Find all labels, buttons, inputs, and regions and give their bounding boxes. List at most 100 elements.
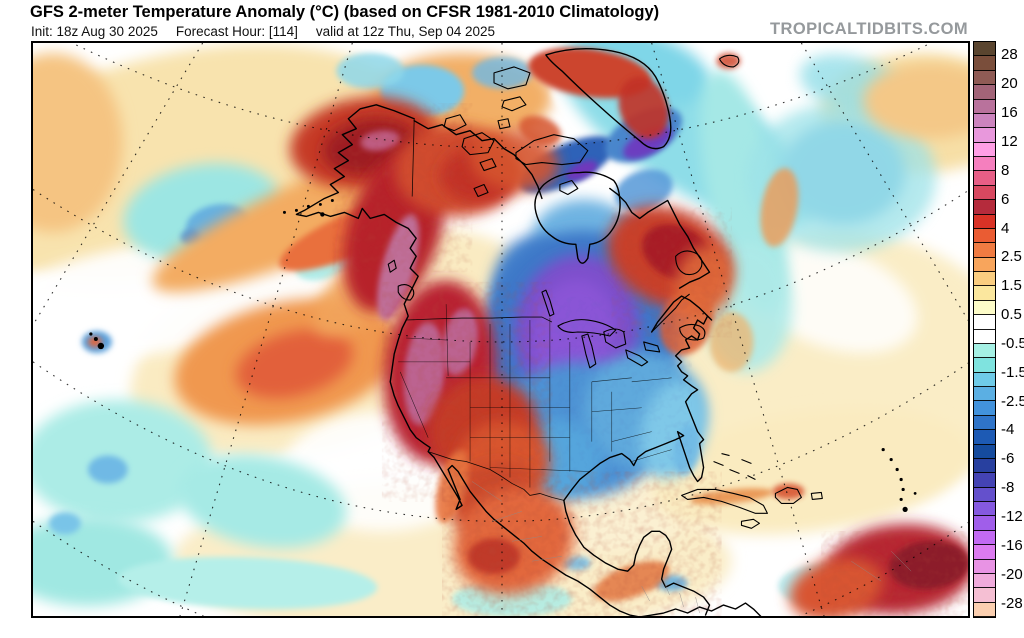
map-canvas bbox=[33, 43, 968, 616]
colorbar-segment bbox=[974, 56, 995, 71]
colorbar-segment bbox=[974, 113, 995, 129]
aleutian-islands bbox=[282, 198, 334, 217]
colorbar-tick-label: -6 bbox=[1001, 450, 1015, 468]
colorbar-tick-label: 8 bbox=[1001, 161, 1010, 179]
colorbar-segment bbox=[974, 42, 995, 57]
anomaly-pac-blue-spot-2 bbox=[48, 512, 81, 535]
coastlines bbox=[295, 104, 762, 616]
colorbar-tick-label: 0.5 bbox=[1001, 306, 1022, 324]
jamaica-coast bbox=[740, 518, 760, 529]
colorbar-segment bbox=[974, 171, 995, 186]
colorbar-segment bbox=[974, 300, 995, 316]
forecast-hour: Forecast Hour: [114] bbox=[175, 24, 298, 39]
anomaly-ne-pacific-orange-core bbox=[236, 329, 353, 399]
colorbar-segment bbox=[974, 545, 995, 560]
country-subdivision-lines bbox=[471, 481, 912, 614]
colorbar-tick-label: -4 bbox=[1001, 421, 1015, 439]
great-lakes bbox=[557, 319, 661, 369]
colorbar-segment bbox=[974, 214, 995, 229]
anomaly-greenland-n-red bbox=[528, 47, 652, 99]
colorbar-tick-label: -28 bbox=[1001, 594, 1023, 612]
colorbar-segment bbox=[974, 401, 995, 416]
anomaly-greenland-e-red bbox=[618, 76, 669, 139]
temperature-colorbar bbox=[973, 41, 996, 618]
colorbar-segment bbox=[974, 343, 995, 359]
anomaly-arctic-topleft-blue2 bbox=[336, 52, 405, 89]
colorbar-segment bbox=[974, 387, 995, 402]
hawaii-islands bbox=[89, 332, 105, 350]
greenland-coast bbox=[545, 48, 672, 150]
colorbar-segment bbox=[974, 329, 995, 344]
puerto-rico-coast bbox=[810, 491, 823, 500]
colorbar-tick-label: 16 bbox=[1001, 104, 1018, 122]
anomaly-hispaniola-orange bbox=[772, 483, 805, 500]
anomaly-mid-atlantic-orange-specks bbox=[760, 168, 799, 247]
colorbar-tick-label: -0.5 bbox=[1001, 334, 1024, 352]
anomaly-arctic-island-red2 bbox=[518, 115, 562, 146]
colorbar-segment bbox=[974, 70, 995, 86]
colorbar-labels: 28 20 16 12 8 6 4 2.5 1.5 0.5 -0.5 -1.5 -2.5 -4 -6 -8 -1… bbox=[1001, 41, 1024, 618]
lesser-antilles bbox=[881, 447, 917, 512]
colorbar-segment bbox=[974, 372, 995, 387]
colorbar-segment bbox=[974, 85, 995, 100]
colorbar-segment bbox=[974, 243, 995, 258]
baffin-island-coast bbox=[515, 134, 589, 166]
colorbar-segment bbox=[974, 530, 995, 546]
colorbar-segment bbox=[974, 430, 995, 445]
colorbar-segment bbox=[974, 157, 995, 172]
colorbar-tick-label: -20 bbox=[1001, 565, 1023, 583]
anomaly-pac-blue-spot-1 bbox=[87, 455, 128, 484]
colorbar-tick-label: 4 bbox=[1001, 219, 1010, 237]
bahamas bbox=[713, 453, 756, 480]
init-time: Init: 18z Aug 30 2025 bbox=[31, 24, 158, 39]
colorbar-segment bbox=[974, 502, 995, 517]
anomaly-baffin-purple bbox=[566, 160, 598, 181]
colorbar-tick-label: 2.5 bbox=[1001, 248, 1022, 266]
colorbar-segment bbox=[974, 444, 995, 459]
colorbar-tick-label: -12 bbox=[1001, 508, 1023, 526]
anomaly-top-right-pale-orange bbox=[863, 62, 968, 139]
colorbar-segment bbox=[974, 516, 995, 531]
colorbar-tick-label: -1.5 bbox=[1001, 363, 1024, 381]
colorbar-segment bbox=[974, 487, 995, 502]
colorbar-segment bbox=[974, 559, 995, 574]
anomaly-map bbox=[31, 41, 970, 618]
colorbar-tick-label: -8 bbox=[1001, 479, 1015, 497]
colorbar-tick-label: -16 bbox=[1001, 536, 1023, 554]
colorbar-segment bbox=[974, 200, 995, 215]
colorbar-segment bbox=[974, 257, 995, 272]
colorbar-segment bbox=[974, 99, 995, 114]
colorbar-tick-label: 1.5 bbox=[1001, 277, 1022, 295]
canadian-lakes bbox=[473, 158, 555, 317]
colorbar-tick-label: 28 bbox=[1001, 46, 1018, 64]
colorbar-segment bbox=[974, 315, 995, 330]
newfoundland-coast bbox=[675, 250, 703, 276]
page-title: GFS 2-meter Temperature Anomaly (°C) (ba… bbox=[30, 3, 660, 21]
colorbar-tick-label: -2.5 bbox=[1001, 392, 1024, 410]
hispaniola-coast bbox=[774, 486, 802, 504]
iceland-coast bbox=[718, 54, 740, 68]
nova-scotia-coast bbox=[679, 323, 706, 341]
anomaly-left-edge-orange bbox=[33, 52, 123, 233]
colorbar-segment bbox=[974, 228, 995, 244]
site-watermark: TROPICALTIDBITS.COM bbox=[770, 20, 968, 38]
colorbar-segment bbox=[974, 415, 995, 431]
graticule bbox=[33, 43, 968, 616]
valid-time: valid at 12z Thu, Sep 04 2025 bbox=[315, 24, 496, 39]
colorbar-segment bbox=[974, 286, 995, 301]
colorbar-segment bbox=[974, 128, 995, 143]
anomaly-pac-bottom-cyan bbox=[117, 556, 378, 610]
colorbar-segment bbox=[974, 588, 995, 603]
colorbar-segment bbox=[974, 602, 995, 617]
islands bbox=[89, 48, 917, 529]
colorbar-segment bbox=[974, 358, 995, 373]
colorbar-tick-label: 6 bbox=[1001, 190, 1010, 208]
colorbar-segment bbox=[974, 142, 995, 157]
anomaly-davis-strait-blue bbox=[614, 169, 673, 212]
colorbar-segment bbox=[974, 573, 995, 589]
cuba-coast bbox=[681, 488, 768, 514]
vancouver-island-coast bbox=[397, 284, 415, 301]
anomaly-pac-sw-cyan-2 bbox=[178, 454, 347, 548]
colorbar-tick-label: 12 bbox=[1001, 132, 1018, 150]
